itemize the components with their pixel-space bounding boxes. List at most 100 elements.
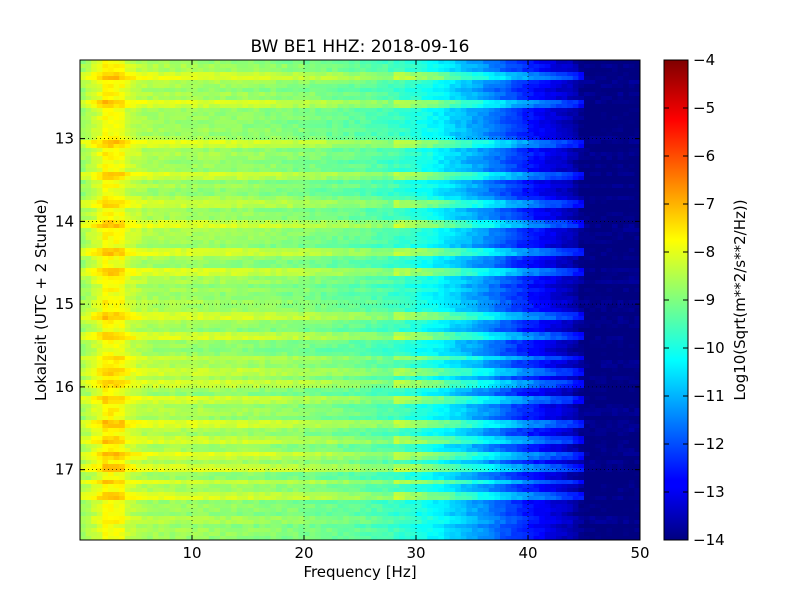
spectrogram-cell — [175, 100, 182, 105]
spectrogram-cell — [578, 216, 585, 221]
spectrogram-cell — [192, 136, 199, 141]
spectrogram-cell — [516, 216, 523, 221]
spectrogram-cell — [511, 184, 518, 189]
spectrogram-cell — [533, 124, 540, 129]
spectrogram-cell — [438, 140, 445, 145]
spectrogram-cell — [544, 236, 551, 241]
spectrogram-cell — [158, 72, 165, 77]
spectrogram-cell — [455, 104, 462, 109]
spectrogram-cell — [628, 148, 635, 153]
spectrogram-cell — [556, 236, 563, 241]
spectrogram-cell — [108, 248, 115, 253]
spectrogram-cell — [292, 84, 299, 89]
spectrogram-cell — [164, 108, 171, 113]
spectrogram-cell — [578, 228, 585, 233]
spectrogram-cell — [589, 196, 596, 201]
spectrogram-cell — [578, 96, 585, 101]
spectrogram-cell — [326, 216, 333, 221]
spectrogram-cell — [561, 64, 568, 69]
spectrogram-cell — [108, 144, 115, 149]
spectrogram-cell — [192, 216, 199, 221]
spectrogram-cell — [595, 212, 602, 217]
spectrogram-cell — [432, 84, 439, 89]
spectrogram-cell — [360, 80, 367, 85]
spectrogram-cell — [421, 100, 428, 105]
spectrogram-cell — [376, 76, 383, 81]
spectrogram-cell — [309, 212, 316, 217]
spectrogram-cell — [175, 164, 182, 169]
spectrogram-cell — [376, 88, 383, 93]
spectrogram-cell — [337, 116, 344, 121]
spectrogram-cell — [102, 252, 109, 257]
spectrogram-cell — [516, 64, 523, 69]
spectrogram-cell — [332, 180, 339, 185]
spectrogram-cell — [371, 208, 378, 213]
spectrogram-cell — [427, 132, 434, 137]
spectrogram-cell — [399, 184, 406, 189]
spectrogram-cell — [438, 116, 445, 121]
spectrogram-cell — [326, 76, 333, 81]
spectrogram-cell — [449, 248, 456, 253]
spectrogram-cell — [96, 112, 103, 117]
spectrogram-cell — [628, 140, 635, 145]
spectrogram-cell — [80, 148, 87, 153]
spectrogram-cell — [326, 108, 333, 113]
spectrogram-cell — [169, 208, 176, 213]
spectrogram-cell — [544, 116, 551, 121]
spectrogram-cell — [203, 184, 210, 189]
spectrogram-cell — [348, 72, 355, 77]
spectrogram-cell — [208, 188, 215, 193]
spectrogram-cell — [432, 112, 439, 117]
spectrogram-cell — [113, 200, 120, 205]
spectrogram-cell — [500, 200, 507, 205]
spectrogram-cell — [365, 256, 372, 261]
spectrogram-cell — [203, 148, 210, 153]
spectrogram-cell — [432, 176, 439, 181]
spectrogram-cell — [494, 248, 501, 253]
spectrogram-cell — [108, 148, 115, 153]
spectrogram-cell — [169, 248, 176, 253]
spectrogram-cell — [634, 104, 640, 109]
spectrogram-cell — [634, 60, 640, 65]
spectrogram-cell — [494, 184, 501, 189]
spectrogram-cell — [292, 104, 299, 109]
spectrogram-cell — [528, 208, 535, 213]
spectrogram-cell — [208, 84, 215, 89]
spectrogram-cell — [332, 100, 339, 105]
spectrogram-cell — [399, 180, 406, 185]
spectrogram-cell — [600, 64, 607, 69]
spectrogram-cell — [130, 204, 137, 209]
spectrogram-cell — [259, 156, 266, 161]
spectrogram-cell — [399, 240, 406, 245]
spectrogram-cell — [343, 76, 350, 81]
spectrogram-cell — [388, 204, 395, 209]
spectrogram-cell — [236, 188, 243, 193]
spectrogram-cell — [595, 160, 602, 165]
spectrogram-cell — [337, 196, 344, 201]
spectrogram-cell — [169, 200, 176, 205]
spectrogram-cell — [220, 148, 227, 153]
spectrogram-cell — [606, 80, 613, 85]
spectrogram-cell — [483, 220, 490, 225]
spectrogram-cell — [225, 104, 232, 109]
spectrogram-cell — [332, 188, 339, 193]
spectrogram-cell — [600, 220, 607, 225]
spectrogram-cell — [276, 68, 283, 73]
spectrogram-cell — [130, 92, 137, 97]
spectrogram-cell — [600, 68, 607, 73]
spectrogram-cell — [304, 140, 311, 145]
spectrogram-cell — [488, 140, 495, 145]
spectrogram-cell — [85, 212, 92, 217]
spectrogram-cell — [264, 172, 271, 177]
spectrogram-cell — [309, 96, 316, 101]
spectrogram-cell — [326, 204, 333, 209]
spectrogram-cell — [371, 252, 378, 257]
spectrogram-cell — [337, 132, 344, 137]
spectrogram-cell — [488, 204, 495, 209]
spectrogram-cell — [617, 84, 624, 89]
spectrogram-cell — [449, 152, 456, 157]
spectrogram-cell — [606, 232, 613, 237]
spectrogram-cell — [522, 136, 529, 141]
spectrogram-cell — [80, 64, 87, 69]
spectrogram-cell — [214, 120, 221, 125]
